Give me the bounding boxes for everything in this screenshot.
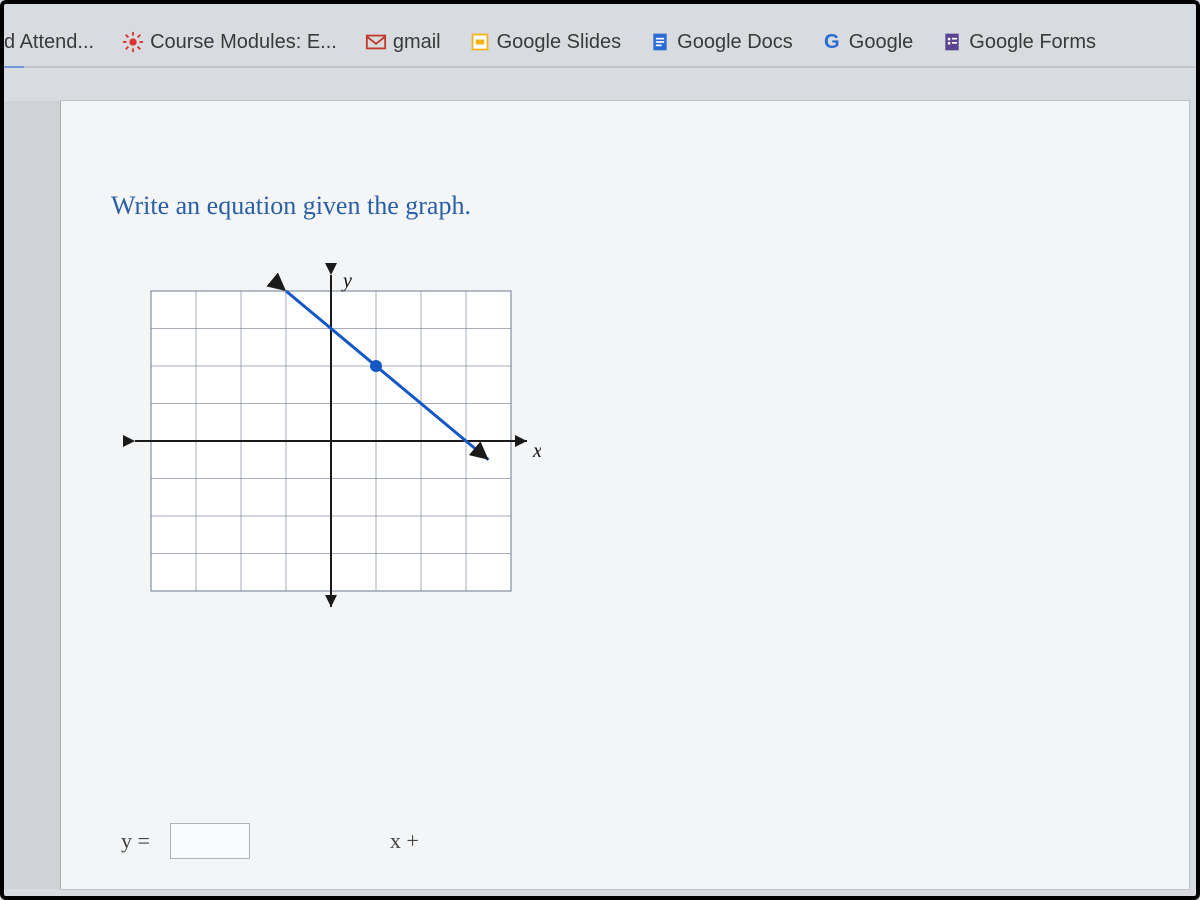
bookmark-label: gmail	[393, 31, 441, 54]
answer-xplus-label: x +	[390, 828, 419, 854]
answer-lhs-label: y =	[121, 828, 150, 854]
answer-row: y = x +	[121, 823, 419, 859]
page-left-margin	[1, 101, 61, 889]
bookmark-google-forms[interactable]: Google Forms	[941, 31, 1096, 54]
slope-input[interactable]	[170, 823, 250, 859]
forms-icon	[941, 31, 963, 53]
bookmark-label: Google Docs	[677, 31, 793, 54]
google-g-icon: G	[821, 31, 843, 53]
bookmark-label: Google Slides	[497, 31, 622, 54]
bookmark-google-docs[interactable]: Google Docs	[649, 31, 793, 54]
gmail-icon	[365, 31, 387, 53]
svg-text:x: x	[532, 440, 541, 462]
sunburst-icon	[122, 31, 144, 53]
bookmark-attend[interactable]: d Attend...	[4, 31, 94, 54]
bookmark-gmail[interactable]: gmail	[365, 31, 441, 54]
bookmark-google[interactable]: G Google	[821, 31, 914, 54]
toolbar-separator	[0, 66, 1200, 68]
bookmark-label: Course Modules: E...	[150, 31, 337, 54]
bookmark-google-slides[interactable]: Google Slides	[469, 31, 622, 54]
bookmark-label: Google Forms	[969, 31, 1096, 54]
bookmarks-bar: d Attend... Course Modules: E... gmail G…	[0, 22, 1200, 62]
svg-text:y: y	[341, 270, 352, 292]
coordinate-graph: yx	[121, 261, 541, 621]
bookmark-course-modules[interactable]: Course Modules: E...	[122, 31, 337, 54]
slides-icon	[469, 31, 491, 53]
question-prompt: Write an equation given the graph.	[111, 191, 471, 221]
docs-icon	[649, 31, 671, 53]
worksheet-page: Write an equation given the graph. yx y …	[60, 100, 1190, 890]
graph-svg: yx	[121, 261, 541, 621]
bookmark-label: d Attend...	[4, 31, 94, 54]
bookmark-label: Google	[849, 31, 914, 54]
